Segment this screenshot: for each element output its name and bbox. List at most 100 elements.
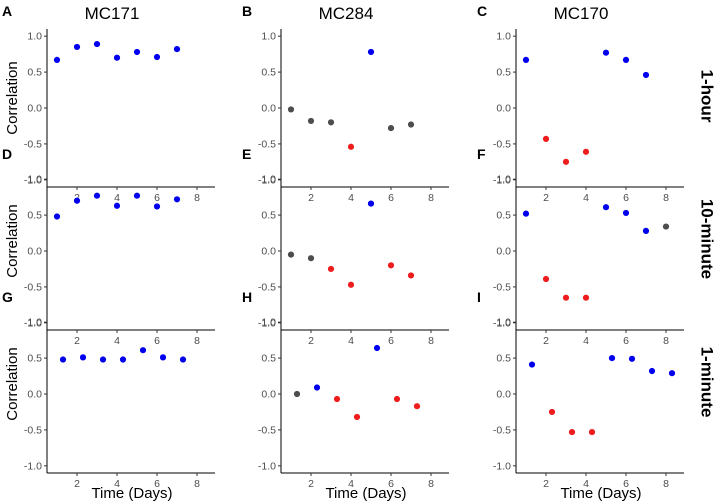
x-tick-label: 6 bbox=[388, 192, 394, 204]
x-tick-label: 6 bbox=[154, 478, 160, 490]
y-tick-label: 0.0 bbox=[27, 103, 42, 115]
y-tick-label: 0.5 bbox=[261, 210, 276, 222]
data-point bbox=[173, 196, 181, 203]
column-title: MC170 bbox=[554, 4, 609, 23]
data-point bbox=[93, 192, 101, 199]
y-tick-label: 1.0 bbox=[261, 31, 276, 43]
column-title: MC171 bbox=[85, 4, 140, 23]
data-point bbox=[407, 272, 415, 279]
data-point bbox=[73, 43, 81, 51]
data-point bbox=[53, 213, 61, 220]
data-point bbox=[662, 223, 670, 230]
row-title: 10-minute bbox=[698, 199, 717, 279]
y-tick-label: 0.0 bbox=[496, 389, 511, 401]
y-tick-label: 0.5 bbox=[27, 67, 42, 79]
y-tick-label: -0.5 bbox=[258, 138, 276, 150]
y-tick-label: 1.0 bbox=[261, 174, 276, 186]
data-point bbox=[327, 119, 335, 126]
y-tick-label: -1.0 bbox=[493, 317, 511, 329]
panel-letter: A bbox=[2, 3, 12, 19]
y-tick-label: 0.0 bbox=[261, 246, 276, 258]
data-point bbox=[113, 202, 121, 209]
data-point bbox=[548, 408, 556, 416]
x-tick-label: 6 bbox=[388, 478, 394, 490]
y-tick-label: -1.0 bbox=[24, 174, 42, 186]
y-axis-title: Correlation bbox=[4, 204, 21, 277]
y-tick-label: 1.0 bbox=[261, 317, 276, 329]
data-point bbox=[287, 251, 295, 258]
panel-letter: D bbox=[2, 146, 12, 162]
y-tick-label: 1.0 bbox=[496, 31, 511, 43]
data-point bbox=[93, 40, 101, 48]
data-point bbox=[373, 344, 381, 352]
data-point bbox=[522, 210, 530, 217]
y-tick-label: 0.5 bbox=[496, 353, 511, 365]
data-point bbox=[159, 354, 167, 361]
data-point bbox=[133, 48, 141, 56]
data-point bbox=[582, 148, 590, 155]
y-tick-label: 0.5 bbox=[27, 353, 42, 365]
data-point bbox=[139, 347, 147, 354]
data-point bbox=[668, 370, 676, 377]
data-point bbox=[642, 71, 650, 79]
data-point bbox=[113, 54, 121, 61]
x-tick-label: 8 bbox=[194, 478, 200, 490]
y-tick-label: -1.0 bbox=[493, 174, 511, 186]
data-point bbox=[293, 390, 301, 398]
x-tick-label: 4 bbox=[583, 335, 589, 347]
data-point bbox=[522, 56, 530, 63]
x-tick-label: 8 bbox=[194, 335, 200, 347]
y-tick-label: -1.0 bbox=[24, 460, 42, 472]
data-point bbox=[642, 227, 650, 234]
x-tick-label: 4 bbox=[583, 478, 589, 490]
panel-letter: E bbox=[242, 146, 251, 162]
data-point bbox=[153, 203, 161, 210]
x-tick-label: 2 bbox=[74, 478, 80, 490]
x-tick-label: 2 bbox=[74, 335, 80, 347]
data-point bbox=[413, 403, 421, 410]
x-tick-label: 8 bbox=[663, 335, 669, 347]
x-tick-label: 4 bbox=[114, 335, 120, 347]
y-tick-label: -0.5 bbox=[493, 424, 511, 436]
data-point bbox=[387, 262, 395, 269]
data-point bbox=[53, 56, 61, 63]
row-title: 1-hour bbox=[698, 70, 717, 123]
y-tick-label: -0.5 bbox=[493, 281, 511, 293]
y-tick-label: 1.0 bbox=[27, 174, 42, 186]
data-point bbox=[353, 413, 361, 421]
y-tick-label: 0.0 bbox=[27, 246, 42, 258]
y-tick-label: 0.5 bbox=[496, 67, 511, 79]
y-tick-label: -1.0 bbox=[258, 174, 276, 186]
x-tick-label: 2 bbox=[308, 335, 314, 347]
data-point bbox=[542, 135, 550, 142]
panel-letter: F bbox=[477, 146, 486, 162]
panel-letter: I bbox=[477, 289, 481, 305]
y-tick-label: -0.5 bbox=[24, 138, 42, 150]
data-point bbox=[407, 121, 415, 128]
x-tick-label: 2 bbox=[543, 192, 549, 204]
y-tick-label: -0.5 bbox=[24, 281, 42, 293]
data-point bbox=[648, 367, 656, 375]
data-point bbox=[528, 361, 536, 368]
x-tick-label: 6 bbox=[623, 192, 629, 204]
y-tick-label: -0.5 bbox=[24, 424, 42, 436]
y-tick-label: -1.0 bbox=[493, 460, 511, 472]
y-tick-label: -1.0 bbox=[258, 317, 276, 329]
panel-letter: B bbox=[242, 3, 252, 19]
data-point bbox=[602, 49, 610, 56]
x-tick-label: 4 bbox=[348, 335, 354, 347]
y-axis-title: Correlation bbox=[4, 61, 21, 134]
data-point bbox=[393, 395, 401, 403]
x-tick-label: 8 bbox=[663, 192, 669, 204]
y-tick-label: -1.0 bbox=[258, 460, 276, 472]
data-point bbox=[542, 275, 550, 283]
row-title: 1-minute bbox=[698, 347, 717, 418]
y-tick-label: 0.0 bbox=[261, 103, 276, 115]
x-tick-label: 4 bbox=[583, 192, 589, 204]
x-tick-label: 8 bbox=[428, 192, 434, 204]
y-tick-label: 0.5 bbox=[496, 210, 511, 222]
data-point bbox=[173, 46, 181, 53]
panel-d: D 1.0 0.5 0.0 -0.5 -1.0 2 4 6 8 bbox=[2, 146, 215, 347]
